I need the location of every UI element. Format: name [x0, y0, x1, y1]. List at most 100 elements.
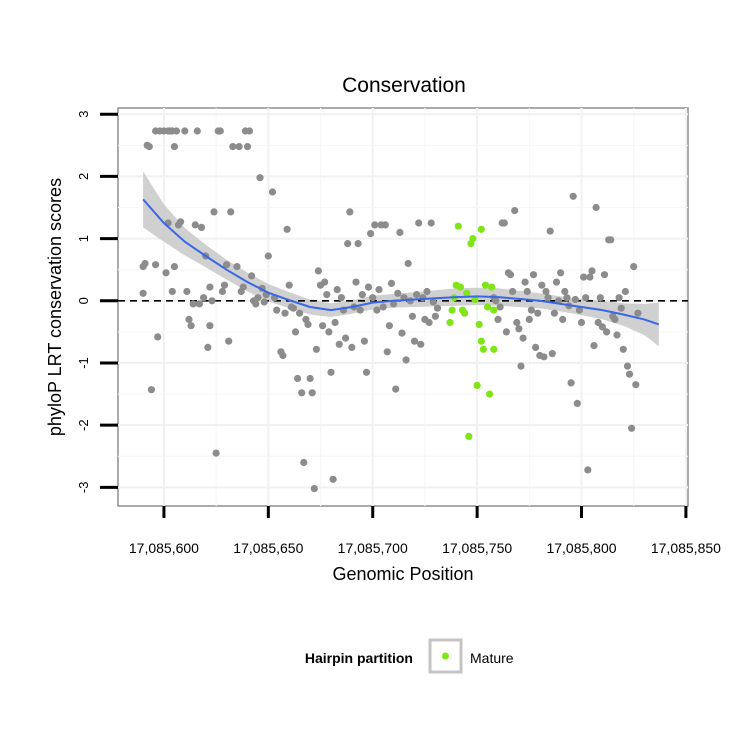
- data-point: [394, 289, 402, 297]
- data-point: [582, 294, 590, 302]
- data-point: [561, 287, 569, 296]
- data-point: [548, 350, 556, 358]
- data-point: [628, 424, 636, 432]
- data-point: [617, 304, 625, 312]
- data-point: [630, 263, 638, 271]
- x-tick-label: 17,085,750: [442, 540, 512, 556]
- data-point: [525, 315, 533, 323]
- data-point: [371, 221, 379, 229]
- mature-point: [490, 306, 498, 314]
- data-point: [429, 298, 437, 306]
- data-point: [603, 328, 611, 336]
- data-point: [559, 315, 567, 323]
- legend-item-label: Mature: [470, 650, 514, 666]
- data-point: [312, 345, 320, 353]
- data-point: [613, 331, 621, 339]
- data-point: [352, 278, 360, 286]
- data-point: [369, 294, 377, 302]
- y-tick-label: -1: [76, 357, 91, 369]
- data-point: [567, 379, 575, 387]
- data-point: [496, 303, 504, 311]
- data-point: [212, 449, 220, 457]
- data-point: [296, 309, 304, 317]
- data-point: [348, 343, 356, 351]
- data-point: [529, 271, 538, 279]
- data-point: [233, 263, 241, 271]
- data-point: [425, 318, 433, 327]
- data-point: [177, 218, 185, 226]
- data-point: [191, 221, 199, 229]
- data-point: [592, 203, 600, 212]
- data-point: [511, 207, 519, 215]
- data-point: [145, 143, 153, 151]
- data-point: [586, 273, 594, 281]
- data-point: [517, 362, 525, 370]
- data-point: [431, 312, 439, 320]
- mature-point: [477, 337, 485, 345]
- data-point: [206, 322, 214, 330]
- data-point: [319, 322, 327, 330]
- mature-point: [454, 222, 462, 230]
- data-point: [223, 261, 231, 269]
- data-point: [607, 236, 615, 244]
- data-point: [623, 362, 632, 370]
- data-point: [310, 485, 318, 493]
- data-point: [367, 230, 375, 238]
- mature-point: [471, 295, 479, 304]
- data-point: [590, 342, 598, 350]
- data-point: [402, 356, 410, 364]
- data-point: [281, 309, 289, 317]
- data-point: [306, 374, 314, 383]
- mature-point: [448, 306, 456, 314]
- data-point: [598, 323, 607, 331]
- data-point: [225, 337, 233, 345]
- mature-point: [469, 235, 477, 243]
- data-point: [584, 466, 592, 474]
- data-point: [273, 306, 281, 314]
- data-point: [166, 127, 174, 135]
- data-point: [197, 223, 206, 231]
- legend-key-point: [442, 652, 449, 660]
- data-point: [427, 219, 435, 227]
- data-point: [494, 315, 502, 323]
- data-point: [356, 306, 364, 314]
- data-point: [521, 278, 529, 286]
- data-point: [506, 271, 515, 279]
- data-point: [619, 345, 627, 353]
- data-point: [540, 353, 548, 361]
- legend-key-box: [428, 638, 463, 674]
- data-point: [285, 281, 293, 289]
- data-point: [575, 306, 584, 314]
- mature-point: [486, 390, 494, 398]
- data-point: [337, 294, 345, 302]
- x-tick-label: 17,085,650: [233, 540, 303, 556]
- data-point: [152, 261, 160, 269]
- y-tick-label: 1: [76, 235, 91, 242]
- data-point: [500, 219, 508, 227]
- data-point: [239, 283, 247, 291]
- data-point: [260, 298, 268, 306]
- data-point: [304, 320, 312, 328]
- confidence-band: [143, 171, 659, 347]
- data-point: [580, 273, 588, 281]
- x-tick-label: 17,085,700: [338, 540, 408, 556]
- data-point: [300, 458, 308, 467]
- mature-point: [477, 225, 485, 233]
- data-point: [417, 340, 425, 348]
- data-point: [408, 312, 416, 320]
- data-point: [298, 389, 306, 397]
- data-point: [229, 143, 237, 151]
- data-point: [268, 188, 277, 196]
- data-point: [181, 127, 189, 135]
- mature-point: [479, 345, 487, 353]
- confidence-ribbon: [143, 171, 659, 347]
- data-point: [632, 381, 640, 389]
- data-point: [264, 252, 272, 260]
- data-point: [577, 318, 586, 327]
- x-tick-label: 17,085,600: [129, 540, 199, 556]
- mature-point: [481, 281, 490, 289]
- data-point: [141, 259, 149, 268]
- data-point: [185, 315, 193, 323]
- data-point: [634, 309, 642, 317]
